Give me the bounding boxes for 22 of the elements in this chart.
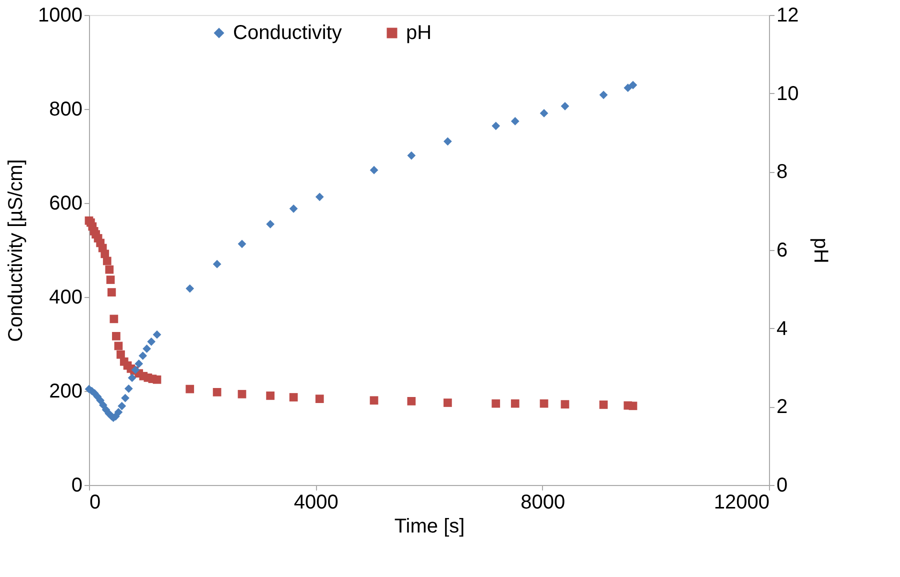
y2-axis-title: pH xyxy=(810,238,832,264)
x-tick-label: 12000 xyxy=(714,492,770,514)
x-tick-label: 0 xyxy=(90,492,101,514)
y2-tick-label: 8 xyxy=(776,161,788,184)
y-tick-label: 600 xyxy=(49,192,82,214)
y-tick-label: 800 xyxy=(49,98,82,120)
y-tick-label: 400 xyxy=(49,286,82,308)
y2-tick-label: 2 xyxy=(776,396,788,418)
y2-tick-label: 0 xyxy=(776,474,788,496)
y-tick-label: 0 xyxy=(71,474,82,496)
legend-label: Conductivity xyxy=(233,22,342,44)
y2-tick-label: 10 xyxy=(776,82,799,105)
y2-tick-label: 4 xyxy=(776,318,788,340)
y2-tick-label: 6 xyxy=(776,240,788,262)
x-tick-label: 8000 xyxy=(520,492,566,514)
legend-label: pH xyxy=(406,22,432,44)
y-axis-title: Conductivity [µS/cm] xyxy=(5,159,28,342)
y2-tick-label: 12 xyxy=(776,4,799,26)
y-tick-label: 200 xyxy=(49,380,82,402)
x-axis-title: Time [s] xyxy=(394,516,465,538)
y-tick-label: 1000 xyxy=(38,4,82,26)
x-tick-label: 4000 xyxy=(294,492,338,514)
